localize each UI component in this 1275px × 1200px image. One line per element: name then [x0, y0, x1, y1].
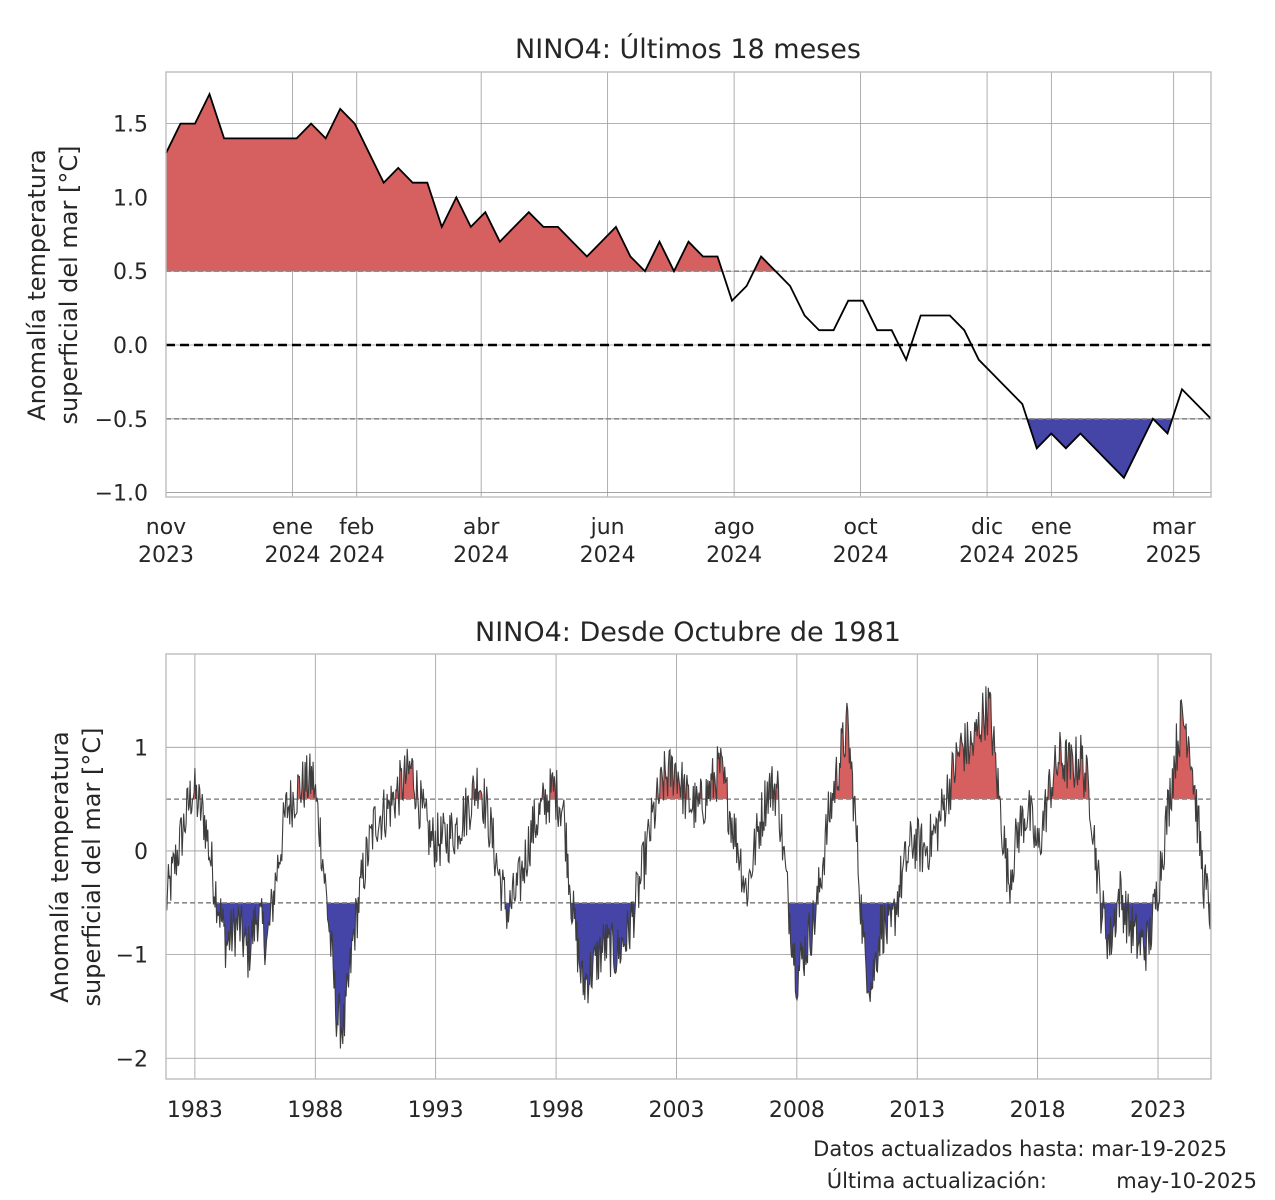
chart1-x-ticks: nov 2023 ene 2024 feb 2024 abr 2024 jun 2024 ago 20… [138, 515, 1202, 568]
x-tick-label: oct [843, 515, 878, 540]
cold-anomaly-area [788, 902, 813, 1000]
chart2-x-ticks: 1983 1988 1993 1998 2003 2008 2013 2018 2023 [167, 1098, 1186, 1123]
cold-anomaly-area [1027, 418, 1153, 478]
x-tick-label: 2024 [453, 543, 509, 568]
warm-anomaly-area [674, 241, 723, 272]
x-tick-label: 2018 [1010, 1098, 1066, 1123]
last-update-label: Última actualización: [827, 1168, 1047, 1193]
x-tick-label: ene [1031, 515, 1072, 540]
warm-anomaly-area [710, 758, 717, 800]
chart2-y-ticks: 1 0 −1 −2 [116, 736, 148, 1072]
chart1-series-line [165, 91, 1212, 480]
warm-anomaly-area [716, 746, 728, 800]
x-tick-label: 2024 [959, 543, 1015, 568]
cold-anomaly-area [220, 902, 262, 978]
x-tick-label: ene [272, 515, 313, 540]
chart-last-18-months: NINO4: Últimos 18 meses 1.5 1.0 0.5 0.0 −0.5… [23, 33, 1212, 568]
warm-anomaly-area [1171, 700, 1196, 800]
cold-anomaly-area [327, 902, 356, 1049]
y-tick-label: 1.5 [113, 113, 148, 138]
chart2-frame [165, 653, 1212, 1080]
chart1-y-ticks: 1.5 1.0 0.5 0.0 −0.5 −1.0 [95, 113, 148, 507]
y-tick-label: −2 [116, 1047, 148, 1072]
chart2-ylabel-line2: superficial del mar [°C] [78, 728, 106, 1007]
x-tick-label: 2025 [1023, 543, 1079, 568]
warm-anomaly-area [645, 241, 674, 272]
x-tick-label: abr [463, 515, 500, 540]
data-updated-label: Datos actualizados hasta: mar-19-2025 [813, 1137, 1227, 1161]
x-tick-label: 1983 [167, 1098, 223, 1123]
x-tick-label: ago [714, 515, 755, 540]
chart1-ylabel-line2: superficial del mar [°C] [55, 146, 83, 425]
chart1-title: NINO4: Últimos 18 meses [515, 33, 861, 65]
x-tick-label: feb [339, 515, 374, 540]
chart2-title: NINO4: Desde Octubre de 1981 [475, 617, 901, 648]
chart1-reference-lines [166, 270, 1211, 420]
x-tick-label: mar [1152, 515, 1197, 540]
warm-anomaly-area [753, 256, 776, 272]
x-tick-label: 2024 [264, 543, 320, 568]
y-tick-label: −1.0 [95, 482, 148, 507]
chart-since-1981: NINO4: Desde Octubre de 1981 1 0 −1 −2 1983… [46, 617, 1212, 1123]
y-tick-label: 1.0 [113, 186, 148, 211]
chart2-ylabel-line1: Anomalía temperatura [46, 731, 74, 1002]
anomaly-series-line [165, 91, 1212, 480]
x-tick-label: 1993 [408, 1098, 464, 1123]
chart1-frame [165, 71, 1212, 498]
cold-anomaly-area [261, 902, 271, 966]
x-tick-label: 1998 [528, 1098, 584, 1123]
x-tick-label: 2008 [769, 1098, 825, 1123]
x-tick-label: dic [971, 515, 1003, 540]
x-tick-label: 2024 [833, 543, 889, 568]
last-update-date: may-10-2025 [1116, 1169, 1257, 1193]
chart1-ylabel-line1: Anomalía temperatura [23, 149, 51, 420]
x-tick-label: 2003 [648, 1098, 704, 1123]
x-tick-label: 2013 [889, 1098, 945, 1123]
x-tick-label: nov [146, 515, 186, 540]
warm-anomaly-area [950, 686, 1001, 800]
x-tick-label: 1988 [287, 1098, 343, 1123]
x-tick-label: 2025 [1146, 543, 1202, 568]
chart2-grid [166, 654, 1211, 1079]
y-tick-label: 1 [134, 736, 148, 761]
x-tick-label: 2024 [706, 543, 762, 568]
chart2-series-line [165, 686, 1212, 1049]
x-tick-label: 2024 [580, 543, 636, 568]
y-tick-label: 0.5 [113, 260, 148, 285]
y-tick-label: 0.0 [113, 334, 148, 359]
y-tick-label: −0.5 [95, 408, 148, 433]
cold-anomaly-area [573, 902, 632, 1004]
anomaly-series-line [165, 686, 1212, 1049]
y-tick-label: −1 [116, 944, 148, 969]
x-tick-label: 2023 [1130, 1098, 1186, 1123]
x-tick-label: 2024 [329, 543, 385, 568]
y-tick-label: 0 [134, 840, 148, 865]
warm-anomaly-area [166, 94, 645, 272]
x-tick-label: 2023 [138, 543, 194, 568]
x-tick-label: jun [590, 515, 625, 540]
chart1-fill-areas [166, 94, 1173, 478]
